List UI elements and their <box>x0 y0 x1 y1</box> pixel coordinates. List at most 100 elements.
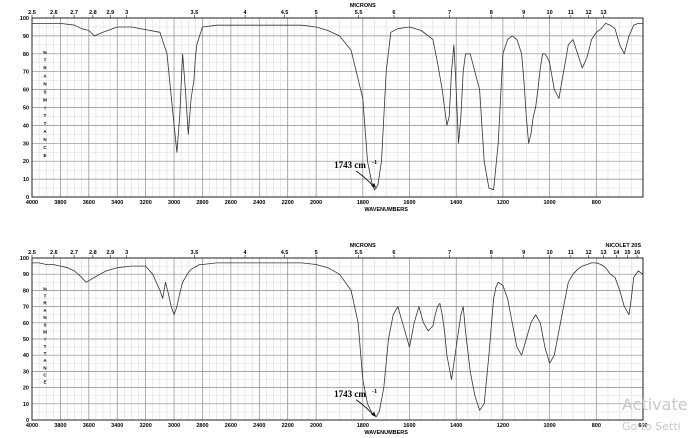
top-tick-label: 11 <box>568 250 574 256</box>
y-axis-label-letter: N <box>43 82 46 87</box>
top-tick-label: 2.8 <box>89 10 97 16</box>
x-tick-label: 2200 <box>282 200 294 206</box>
plot-frame <box>31 257 644 421</box>
x-tick-label: 2600 <box>225 200 237 206</box>
top-tick-label: 2.6 <box>50 250 58 256</box>
peak-annotation-superscript: -1 <box>372 160 377 166</box>
y-axis-label-letter: E <box>43 153 46 158</box>
y-axis-label-letter: M <box>43 97 47 102</box>
top-tick-label: 2.8 <box>89 250 97 256</box>
peak-annotation-superscript: -1 <box>372 389 377 395</box>
y-tick-label: 70 <box>23 305 29 311</box>
y-axis-label-letter: C <box>43 372 47 377</box>
spectrum-line <box>32 262 644 418</box>
top-tick-label: 14 <box>613 250 620 256</box>
x-tick-label: 3800 <box>54 423 66 429</box>
x-tick-label: 1800 <box>357 200 369 206</box>
top-tick-label: 15 <box>624 250 630 256</box>
plot-frame <box>31 17 644 198</box>
top-tick-label: 2.9 <box>107 10 115 16</box>
y-axis-label-letter: I <box>44 337 45 342</box>
x-tick-label: 1200 <box>497 200 509 206</box>
top-tick-label: 4.5 <box>281 250 289 256</box>
top-tick-label: 16 <box>634 250 640 256</box>
y-tick-label: 20 <box>23 159 29 165</box>
x-tick-label: 2400 <box>253 423 265 429</box>
x-tick-label: 2600 <box>225 423 237 429</box>
y-tick-label: 40 <box>23 123 29 129</box>
y-tick-label: 30 <box>23 141 29 147</box>
chart-title: MICRONS <box>350 3 376 9</box>
y-tick-label: 100 <box>20 16 29 22</box>
y-axis-label-letter: A <box>43 358 47 363</box>
peak-annotation-label: 1743 cm <box>334 160 366 170</box>
top-tick-label: 3 <box>125 250 128 256</box>
x-tick-label: 600 <box>638 423 647 429</box>
y-axis-label-letter: E <box>43 380 46 385</box>
instrument-label: NICOLET 20S <box>606 243 642 249</box>
top-tick-label: 3.5 <box>191 250 199 256</box>
top-tick-label: 2.5 <box>28 10 36 16</box>
y-axis-label-letter: S <box>43 322 46 327</box>
x-tick-label: 4000 <box>26 200 38 206</box>
spectrum-line <box>32 22 643 191</box>
y-axis-label-letter: R <box>43 301 47 306</box>
x-tick-label: 1000 <box>543 200 555 206</box>
y-tick-label: 0 <box>26 418 29 424</box>
top-tick-label: 12 <box>585 10 591 16</box>
top-tick-label: 5 <box>315 10 318 16</box>
y-tick-label: 50 <box>23 337 29 343</box>
x-tick-label: 1400 <box>450 423 462 429</box>
y-axis-label-letter: A <box>43 308 47 313</box>
y-axis-label-letter: T <box>44 58 47 63</box>
x-tick-label: 3000 <box>168 423 180 429</box>
y-axis-label-letter: I <box>44 105 45 110</box>
y-axis-label-letter: % <box>43 286 47 291</box>
top-tick-label: 12 <box>585 250 591 256</box>
y-tick-label: 10 <box>23 402 29 408</box>
y-tick-label: 100 <box>20 256 29 262</box>
x-tick-label: 3600 <box>83 200 95 206</box>
top-tick-label: 2.7 <box>70 10 78 16</box>
x-tick-label: 800 <box>592 200 601 206</box>
x-tick-label: 2000 <box>310 423 322 429</box>
peak-annotation-arrow <box>355 399 375 417</box>
top-tick-label: 5 <box>315 250 318 256</box>
windows-activation-watermark: Activate <box>622 395 688 414</box>
top-tick-label: 5.5 <box>355 250 363 256</box>
top-tick-label: 7 <box>448 250 451 256</box>
y-axis-label-letter: A <box>43 129 47 134</box>
x-tick-label: 3200 <box>140 200 152 206</box>
y-tick-label: 80 <box>23 288 29 294</box>
y-tick-label: 40 <box>23 353 29 359</box>
x-tick-label: 1600 <box>403 200 415 206</box>
y-axis-label-letter: N <box>43 315 46 320</box>
top-tick-label: 5.5 <box>355 10 363 16</box>
top-tick-label: 9 <box>522 10 525 16</box>
x-tick-label: 2000 <box>310 200 322 206</box>
y-axis-label-letter: S <box>43 89 46 94</box>
y-tick-label: 0 <box>26 195 29 201</box>
x-tick-label: 3200 <box>140 423 152 429</box>
y-axis-label-letter: T <box>44 294 47 299</box>
y-axis-label-letter: A <box>43 74 47 79</box>
top-tick-label: 13 <box>600 250 606 256</box>
y-axis-label-letter: N <box>43 137 46 142</box>
x-tick-label: 800 <box>592 423 601 429</box>
top-tick-label: 11 <box>568 10 574 16</box>
y-axis-label-letter: N <box>43 365 46 370</box>
peak-annotation-label: 1743 cm <box>334 389 366 399</box>
x-tick-label: 1600 <box>403 423 415 429</box>
x-tick-label: 1800 <box>357 423 369 429</box>
peak-annotation-arrowhead <box>371 183 377 189</box>
top-tick-label: 10 <box>547 10 553 16</box>
y-axis-label-letter: T <box>44 344 47 349</box>
x-tick-label: 1200 <box>497 423 509 429</box>
y-axis-label-letter: T <box>44 351 47 356</box>
chart-title: MICRONS <box>350 243 376 249</box>
top-tick-label: 6 <box>392 10 395 16</box>
y-axis-label-letter: C <box>43 145 47 150</box>
